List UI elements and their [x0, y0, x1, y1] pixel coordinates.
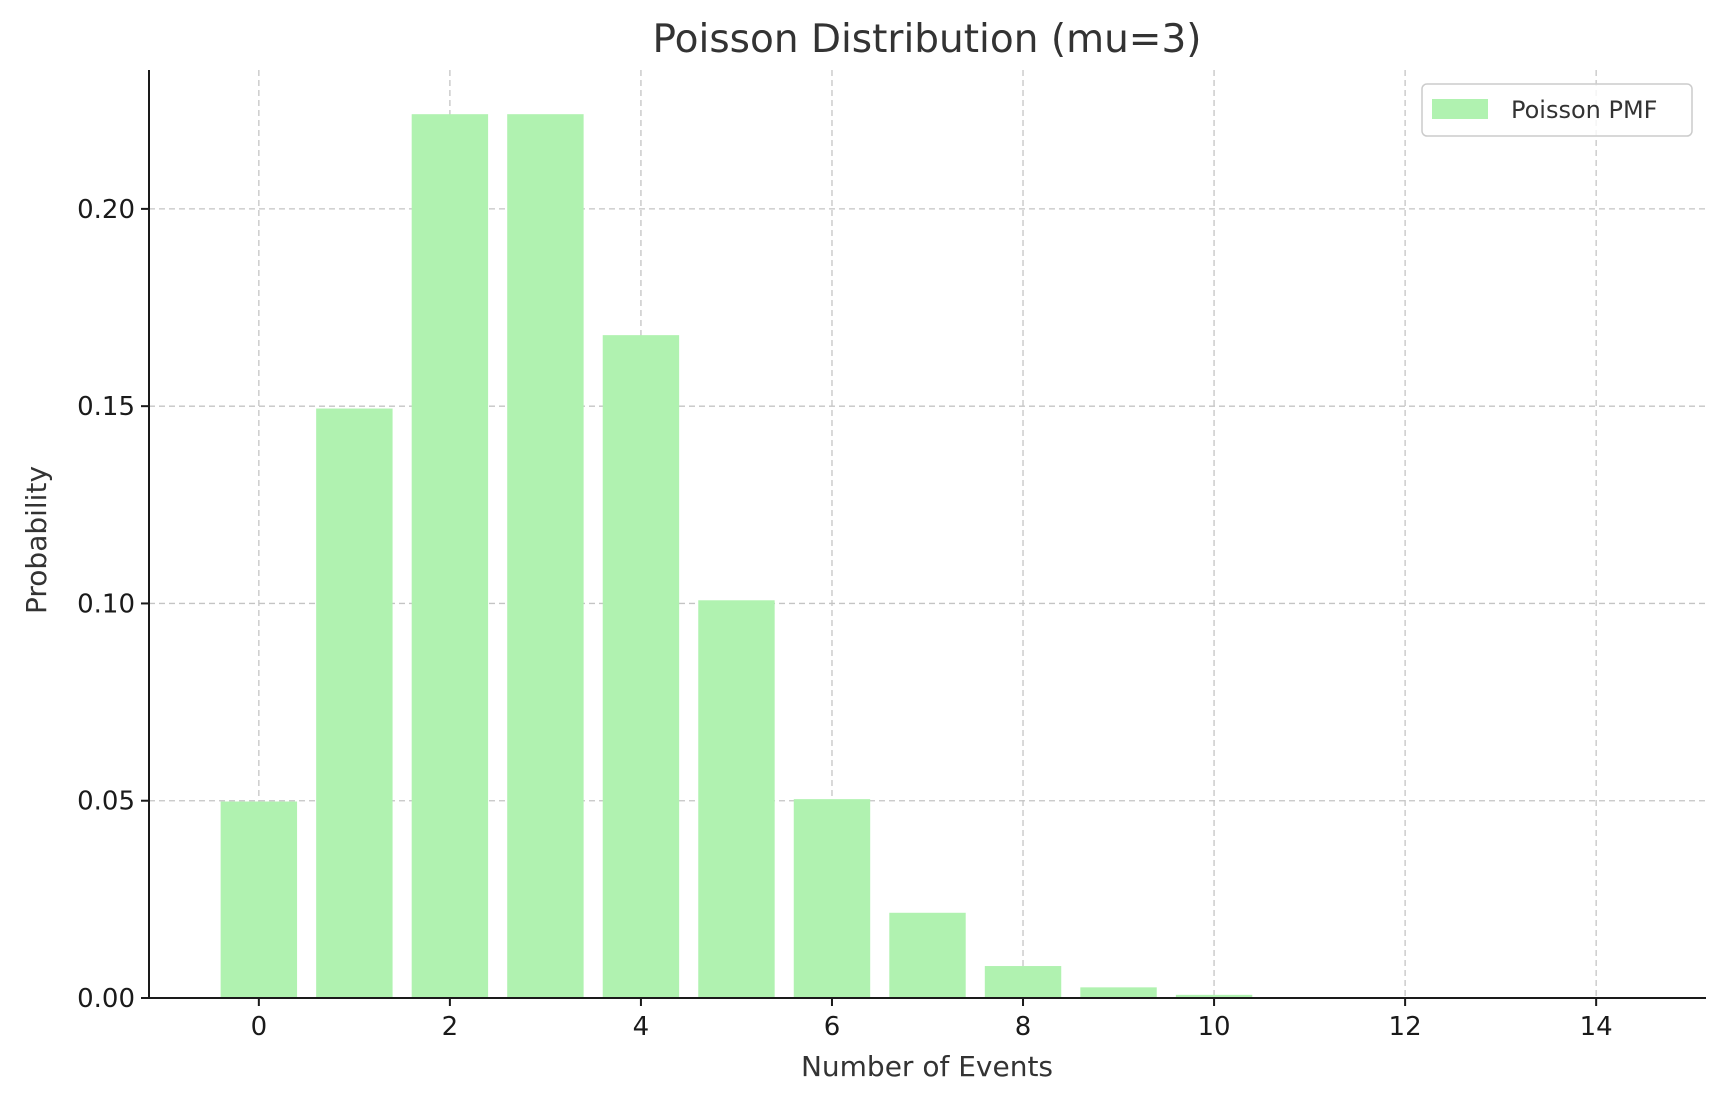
y-tick-label: 0.00 — [77, 984, 135, 1014]
bar-8 — [984, 966, 1062, 998]
x-tick-label: 14 — [1580, 1012, 1613, 1042]
x-tick-label: 6 — [824, 1012, 841, 1042]
bar-9 — [1080, 987, 1157, 998]
x-tick-label: 10 — [1198, 1012, 1231, 1042]
bar-5 — [698, 600, 775, 998]
y-tick-label: 0.05 — [77, 787, 135, 817]
x-axis-label: Number of Events — [801, 1050, 1053, 1083]
x-tick-label: 4 — [633, 1012, 650, 1042]
bar-3 — [507, 114, 584, 998]
x-tick-label: 8 — [1015, 1012, 1032, 1042]
bar-4 — [602, 335, 680, 999]
y-tick-label: 0.20 — [77, 195, 135, 225]
legend: Poisson PMF — [1421, 83, 1693, 137]
tick-labels: 0 2 4 6 8 10 12 14 0.00 0.05 0.10 0.15 0.20 — [77, 195, 1613, 1042]
bar-0 — [220, 801, 298, 998]
bar-10 — [1175, 994, 1253, 998]
legend-frame — [1421, 83, 1693, 137]
x-tick-label: 2 — [442, 1012, 459, 1042]
legend-swatch — [1432, 99, 1488, 119]
bar-6 — [793, 799, 871, 998]
bar-7 — [889, 912, 966, 998]
y-tick-label: 0.15 — [77, 392, 135, 422]
x-tick-label: 12 — [1389, 1012, 1422, 1042]
legend-label: Poisson PMF — [1511, 96, 1657, 124]
y-tick-label: 0.10 — [77, 589, 135, 619]
bars — [220, 114, 1444, 999]
axes — [141, 70, 1706, 1006]
bar-2 — [411, 114, 489, 998]
x-tick-label: 0 — [251, 1012, 268, 1042]
chart-title: Poisson Distribution (mu=3) — [653, 17, 1202, 62]
y-axis-label: Probability — [20, 466, 53, 614]
bar-1 — [316, 408, 393, 998]
